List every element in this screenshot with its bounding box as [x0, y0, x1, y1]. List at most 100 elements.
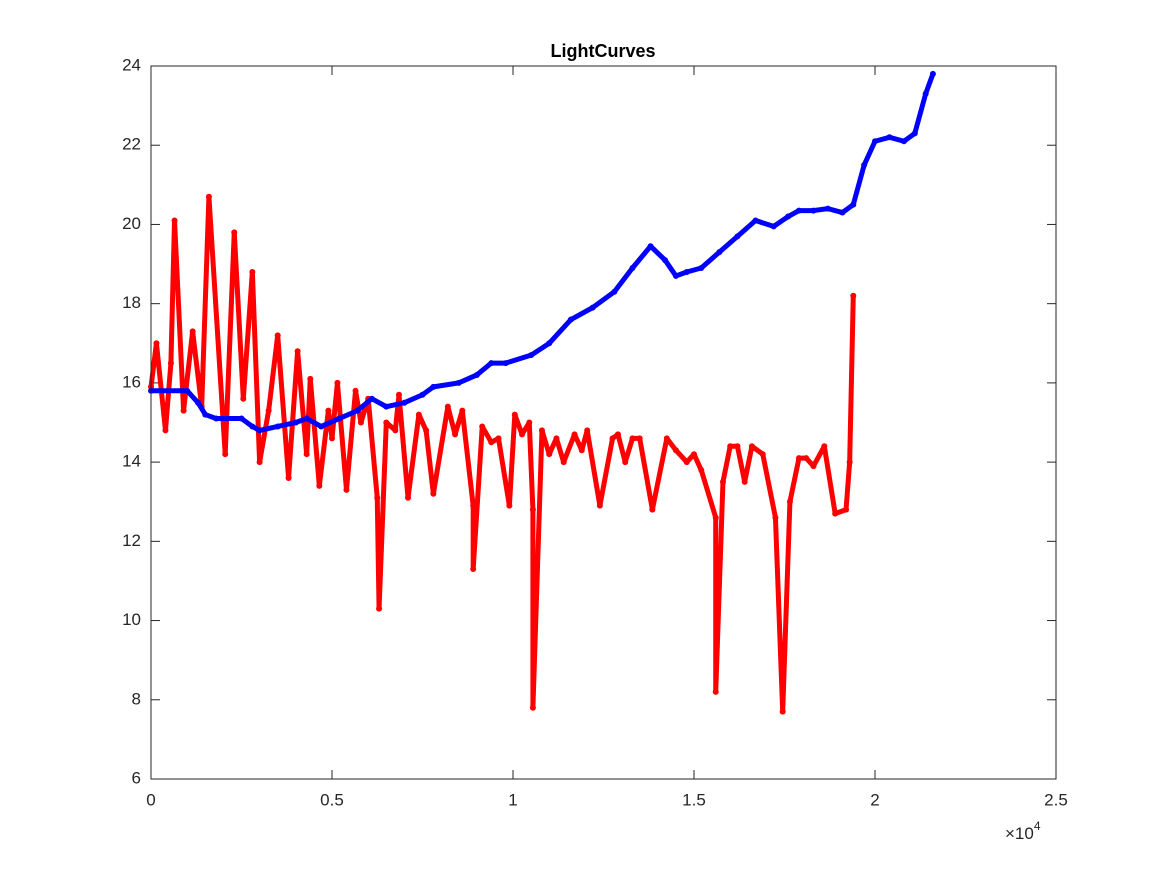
- data-point: [470, 566, 477, 573]
- data-point: [567, 316, 574, 323]
- data-point: [368, 395, 375, 402]
- data-point: [452, 431, 459, 438]
- data-point: [529, 506, 536, 513]
- data-point: [213, 415, 220, 422]
- data-point: [589, 304, 596, 311]
- data-point: [560, 459, 567, 466]
- data-point: [383, 419, 390, 426]
- data-point: [256, 427, 263, 434]
- data-point: [376, 605, 383, 612]
- data-point: [929, 70, 936, 77]
- y-tick-label: 18: [122, 293, 141, 312]
- data-point: [184, 387, 191, 394]
- data-point: [202, 411, 209, 418]
- data-point: [455, 379, 462, 386]
- data-point: [698, 467, 705, 474]
- data-point: [803, 455, 810, 462]
- data-point: [473, 371, 480, 378]
- data-point: [712, 688, 719, 695]
- data-point: [719, 478, 726, 485]
- data-point: [614, 431, 621, 438]
- data-point: [265, 407, 272, 414]
- data-point: [256, 459, 263, 466]
- data-point: [850, 201, 857, 208]
- data-point: [444, 403, 451, 410]
- data-point: [727, 443, 734, 450]
- data-point: [748, 443, 755, 450]
- data-point: [861, 162, 868, 169]
- data-point: [354, 407, 361, 414]
- axes-frame: [150, 65, 1057, 780]
- data-point: [662, 257, 669, 264]
- data-point: [672, 272, 679, 279]
- data-point: [824, 205, 831, 212]
- data-point: [511, 411, 518, 418]
- x-scale-label: ×104: [1005, 819, 1041, 843]
- data-point: [698, 265, 705, 272]
- data-point: [872, 138, 878, 145]
- data-point: [741, 478, 748, 485]
- data-point: [395, 391, 402, 398]
- data-point: [821, 443, 828, 450]
- data-point: [153, 340, 160, 347]
- data-point: [231, 229, 238, 236]
- x-scale-power: 4: [1034, 819, 1041, 833]
- data-point: [488, 439, 495, 446]
- data-point: [647, 243, 654, 250]
- data-point: [810, 207, 817, 214]
- data-point: [430, 383, 437, 390]
- data-point: [786, 498, 793, 505]
- x-tick-label: 1.5: [682, 790, 706, 809]
- data-point: [415, 411, 422, 418]
- y-tick-label: 10: [122, 610, 141, 629]
- data-point: [318, 423, 325, 430]
- data-point: [734, 233, 741, 240]
- data-point: [839, 209, 846, 216]
- data-point: [584, 427, 591, 434]
- data-point: [285, 474, 292, 481]
- data-point: [611, 288, 618, 295]
- data-point: [195, 399, 202, 406]
- data-point: [205, 193, 212, 200]
- data-point: [352, 387, 359, 394]
- data-point: [850, 292, 857, 299]
- data-point: [663, 435, 670, 442]
- data-point: [649, 506, 656, 513]
- data-point: [683, 459, 690, 466]
- data-point: [795, 207, 802, 214]
- data-point: [886, 134, 893, 141]
- x-tick-label: 1: [508, 790, 517, 809]
- chart-title: LightCurves: [550, 41, 655, 61]
- data-point: [596, 502, 603, 509]
- data-point: [171, 217, 178, 224]
- y-tick-label: 14: [122, 452, 141, 471]
- data-point: [546, 451, 553, 458]
- data-point: [712, 514, 719, 521]
- data-point: [162, 427, 169, 434]
- data-point: [622, 459, 629, 466]
- data-point: [374, 494, 381, 501]
- data-point: [795, 455, 802, 462]
- y-tick-label: 6: [132, 768, 141, 787]
- data-point: [479, 423, 486, 430]
- data-point: [383, 403, 390, 410]
- x-tick-label: 2.5: [1044, 790, 1068, 809]
- data-point: [752, 217, 759, 224]
- data-point: [249, 268, 256, 275]
- data-point: [506, 502, 513, 509]
- data-point: [683, 268, 690, 275]
- data-point: [538, 427, 545, 434]
- data-point: [401, 399, 408, 406]
- data-point: [167, 360, 174, 367]
- data-point: [189, 328, 196, 335]
- data-point: [307, 375, 314, 382]
- data-point: [392, 427, 399, 434]
- data-point: [274, 332, 281, 339]
- data-point: [759, 451, 766, 458]
- data-point: [734, 443, 741, 450]
- data-point: [222, 451, 229, 458]
- data-point: [629, 435, 636, 442]
- data-point: [459, 407, 466, 414]
- data-point: [571, 431, 578, 438]
- data-point: [240, 395, 247, 402]
